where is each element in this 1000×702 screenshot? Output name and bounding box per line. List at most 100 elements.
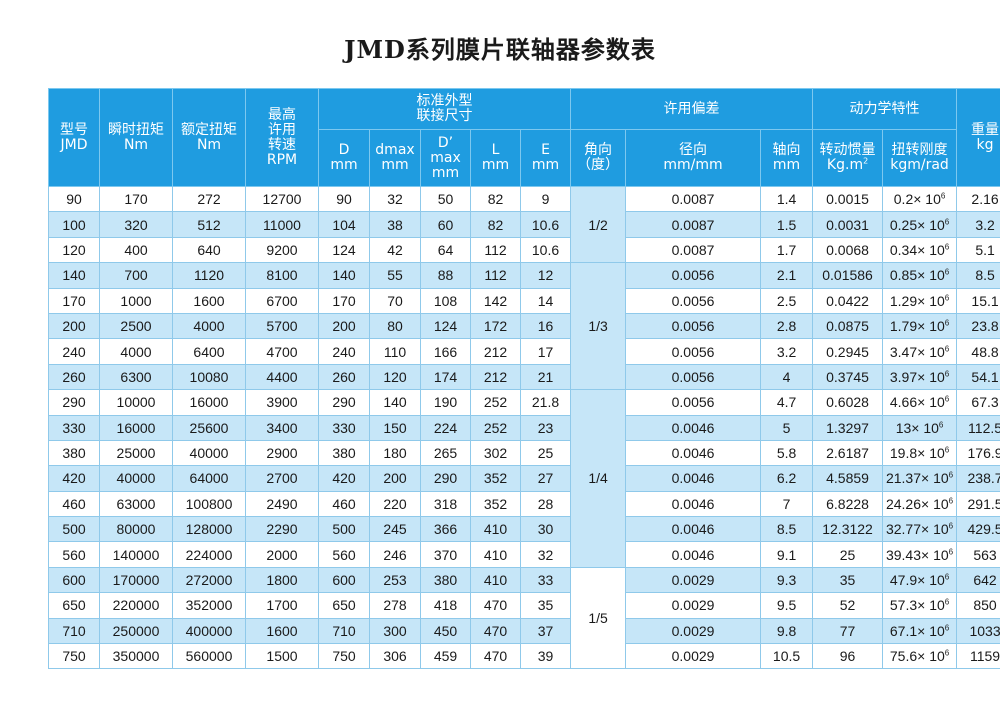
cell-speed: 4700 <box>245 338 319 365</box>
cell-inst: 16000 <box>99 414 173 441</box>
cell-weight: 54.1 <box>956 363 1000 391</box>
cell-dmax: 220 <box>369 490 421 518</box>
cell-speed: 1600 <box>245 617 319 645</box>
cell-dmax: 55 <box>369 262 421 289</box>
cell-inertia: 0.0422 <box>812 287 884 314</box>
cell-model: 200 <box>48 312 100 340</box>
table-row: 330 16000 25600 3400 330 150 224 252 23 0.0046 5 1.… <box>48 414 1000 441</box>
cell-speed: 2490 <box>245 490 319 518</box>
cell-weight: 3.2 <box>956 211 1000 238</box>
cell-speed: 9200 <box>245 236 319 264</box>
cell-axial: 8.5 <box>760 516 814 543</box>
cell-model: 460 <box>48 490 100 518</box>
table-row: 120 400 640 9200 124 42 64 112 10.6 0.0087 1.7 0.00… <box>48 236 1000 264</box>
header-stiffness: 扭转刚度 kgm/rad <box>882 129 958 187</box>
cell-stiffness: 1.29× 106 <box>882 287 958 314</box>
cell-axial: 9.1 <box>760 541 814 568</box>
cell-inst: 40000 <box>99 465 173 492</box>
page-title: JMD系列膜片联轴器参数表 <box>0 30 1000 65</box>
cell-inertia: 0.0875 <box>812 312 884 340</box>
table-row: 290 10000 16000 3900 290 140 190 252 21.8 1/4 0.00… <box>48 389 1000 568</box>
cell-inertia: 35 <box>812 566 884 594</box>
cell-L: 142 <box>470 287 521 314</box>
cell-Dp: 190 <box>420 389 471 416</box>
header-deviation-group: 许用偏差 <box>570 88 814 130</box>
cell-rated: 560000 <box>172 643 246 670</box>
header-angular: 角向 （度） <box>570 129 627 187</box>
cell-Dp: 450 <box>420 617 471 645</box>
cell-stiffness: 13× 106 <box>882 414 958 441</box>
cell-speed: 1700 <box>245 592 319 619</box>
cell-L: 470 <box>470 617 521 645</box>
cell-Dp: 174 <box>420 363 471 391</box>
cell-weight: 1033 <box>956 617 1000 645</box>
cell-inst: 1000 <box>99 287 173 314</box>
cell-L: 172 <box>470 312 521 340</box>
cell-inertia: 0.01586 <box>812 262 884 289</box>
cell-model: 100 <box>48 211 100 238</box>
cell-inertia: 96 <box>812 643 884 670</box>
cell-L: 410 <box>470 566 521 594</box>
header-model: 型号 JMD <box>48 88 100 187</box>
cell-weight: 291.5 <box>956 490 1000 518</box>
cell-Dp: 108 <box>420 287 471 314</box>
cell-inst: 25000 <box>99 439 173 467</box>
table-row: 90 170 272 12700 90 32 50 82 9 1/2 0.0087 1.4 0.0015… <box>48 185 1000 264</box>
cell-inst: 350000 <box>99 643 173 670</box>
table-row: 600 170000 272000 1800 600 253 380 410 33 1/5 0.00… <box>48 566 1000 670</box>
cell-stiffness: 0.25× 106 <box>882 211 958 238</box>
header-inertia: 转动惯量 Kg.m2 <box>812 129 884 187</box>
cell-axial: 2.8 <box>760 312 814 340</box>
cell-speed: 8100 <box>245 262 319 289</box>
cell-radial: 0.0029 <box>625 592 762 619</box>
cell-rated: 272 <box>172 185 246 213</box>
cell-stiffness: 21.37× 106 <box>882 465 958 492</box>
cell-inst: 10000 <box>99 389 173 416</box>
cell-Dp: 64 <box>420 236 471 264</box>
cell-E: 10.6 <box>519 236 572 264</box>
cell-D: 420 <box>318 465 370 492</box>
cell-angular-group: 1/2 <box>570 185 627 264</box>
table-row: 710 250000 400000 1600 710 300 450 470 37 0.0029 9… <box>48 617 1000 645</box>
cell-weight: 238.7 <box>956 465 1000 492</box>
cell-radial: 0.0056 <box>625 363 762 391</box>
cell-angular-group: 1/4 <box>570 389 627 568</box>
cell-E: 17 <box>519 338 572 365</box>
cell-inertia: 0.3745 <box>812 363 884 391</box>
header-dynamics-group: 动力学特性 <box>812 88 958 130</box>
cell-weight: 429.5 <box>956 516 1000 543</box>
cell-L: 410 <box>470 516 521 543</box>
cell-axial: 2.1 <box>760 262 814 289</box>
cell-angular-group: 1/3 <box>570 262 627 391</box>
cell-stiffness: 24.26× 106 <box>882 490 958 518</box>
spec-table-body: 90 170 272 12700 90 32 50 82 9 1/2 0.0087 1.4 0.0015… <box>48 185 1000 670</box>
cell-model: 170 <box>48 287 100 314</box>
cell-E: 21 <box>519 363 572 391</box>
cell-weight: 5.1 <box>956 236 1000 264</box>
cell-E: 25 <box>519 439 572 467</box>
cell-L: 252 <box>470 389 521 416</box>
table-row: 460 63000 100800 2490 460 220 318 352 28 0.0046 7 6… <box>48 490 1000 518</box>
cell-axial: 5.8 <box>760 439 814 467</box>
cell-dmax: 38 <box>369 211 421 238</box>
cell-dmax: 80 <box>369 312 421 340</box>
cell-axial: 1.5 <box>760 211 814 238</box>
cell-Dp: 370 <box>420 541 471 568</box>
cell-D: 380 <box>318 439 370 467</box>
cell-D: 710 <box>318 617 370 645</box>
cell-Dp: 60 <box>420 211 471 238</box>
cell-radial: 0.0046 <box>625 516 762 543</box>
cell-D: 650 <box>318 592 370 619</box>
cell-dmax: 70 <box>369 287 421 314</box>
cell-weight: 176.9 <box>956 439 1000 467</box>
table-row: 170 1000 1600 6700 170 70 108 142 14 0.0056 2.5 0.0… <box>48 287 1000 314</box>
cell-weight: 67.3 <box>956 389 1000 416</box>
cell-D: 170 <box>318 287 370 314</box>
cell-speed: 6700 <box>245 287 319 314</box>
cell-D: 560 <box>318 541 370 568</box>
title-text: 系列膜片联轴器参数表 <box>405 36 656 64</box>
cell-inst: 6300 <box>99 363 173 391</box>
cell-Dp: 124 <box>420 312 471 340</box>
